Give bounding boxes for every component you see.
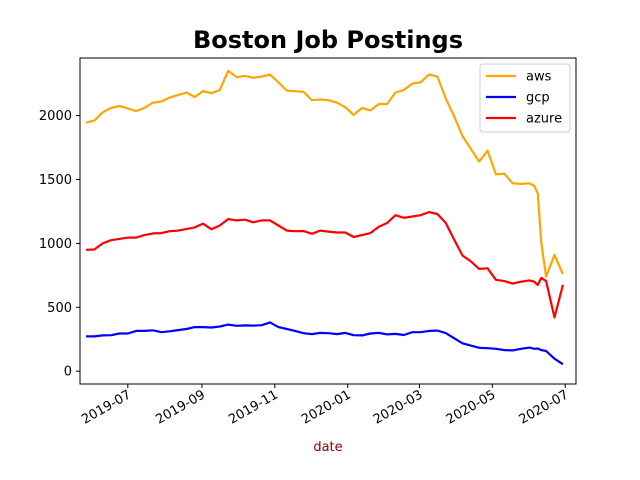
legend-label-azure: azure bbox=[526, 112, 562, 127]
x-tick-label: 2020-01 bbox=[299, 387, 354, 427]
legend-box bbox=[479, 63, 571, 133]
x-tick-label: 2020-05 bbox=[444, 387, 499, 427]
legend-label-gcp: gcp bbox=[526, 91, 550, 106]
x-tick-label: 2020-07 bbox=[517, 387, 572, 427]
x-tick-label: 2019-09 bbox=[153, 387, 208, 427]
legend: aws gcp azure bbox=[479, 63, 571, 133]
y-axis: 0 500 1000 1500 2000 bbox=[39, 109, 80, 380]
series-lines bbox=[85, 69, 564, 366]
x-tick-label: 2019-11 bbox=[226, 387, 281, 427]
series-line-aws bbox=[85, 69, 564, 278]
x-axis-label: date bbox=[313, 440, 342, 455]
y-tick-label: 2000 bbox=[39, 109, 72, 124]
x-axis: 2019-07 2019-09 2019-11 2020-01 2020-03 2020-… bbox=[79, 384, 571, 428]
plot-frame bbox=[79, 57, 577, 385]
series-line-gcp bbox=[86, 321, 564, 366]
x-tick-label: 2020-03 bbox=[371, 387, 426, 427]
y-tick-label: 500 bbox=[47, 301, 72, 316]
x-tick-label: 2019-07 bbox=[79, 387, 134, 427]
legend-label-aws: aws bbox=[526, 70, 552, 85]
chart-title: Boston Job Postings bbox=[193, 26, 463, 54]
series-line-azure bbox=[85, 211, 564, 319]
y-tick-label: 1000 bbox=[39, 237, 72, 252]
y-tick-label: 0 bbox=[64, 365, 72, 380]
y-tick-label: 1500 bbox=[39, 173, 72, 188]
